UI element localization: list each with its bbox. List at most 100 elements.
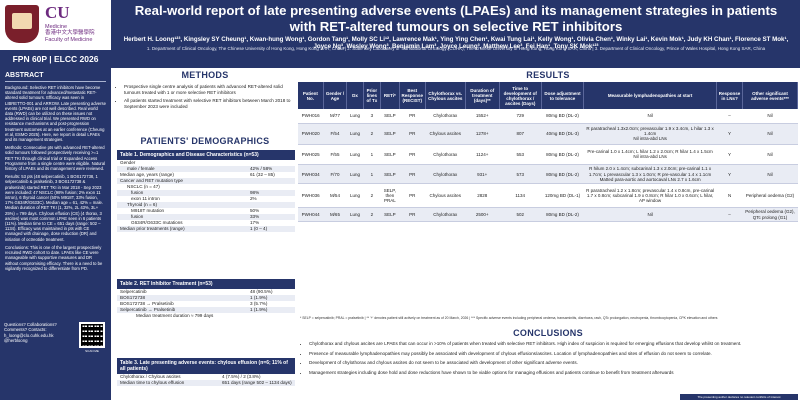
results-cell: 2 — [363, 183, 381, 209]
results-cell: R hilum 2.0 x 1.4cm; subcarinal 1.3 x 2.… — [583, 164, 717, 185]
results-cell: 80mg BD (DL-2) — [541, 164, 584, 185]
results-cell: 1 — [363, 164, 381, 185]
row-value — [250, 178, 292, 183]
results-cell: 553 — [499, 144, 542, 166]
results-cell: M/54 — [323, 183, 347, 209]
table-row: PWH036 M/54 Lung 2 SELP, then PRAL PR Chylous … — [298, 183, 798, 209]
results-cell: M/65 — [323, 207, 347, 222]
coi-statement: The presenting author declares no releva… — [680, 394, 798, 400]
results-cell: PR — [399, 207, 426, 222]
results-cell: F/70 — [323, 164, 347, 185]
results-cell: SELP — [380, 123, 400, 145]
row-value: 17% — [250, 220, 260, 226]
table-row: exon 11 intron 2% — [117, 196, 295, 202]
row-label: Selpercatinib — [120, 289, 147, 295]
results-cell: Peripheral oedema (G2) — [742, 183, 798, 209]
row-value: 1 (1.9%) — [250, 295, 268, 301]
row-label: exon 11 intron — [131, 196, 160, 202]
row-label: Thyroid (n = 6) — [127, 202, 157, 208]
row-value — [250, 313, 292, 318]
row-label: fusion — [131, 190, 144, 196]
row-value: 48 (90.5%) — [250, 289, 273, 295]
results-cell: N — [716, 183, 743, 209]
row-label: NSCLC (n = 47) — [127, 184, 160, 190]
results-cell: PR — [399, 164, 426, 185]
results-column-header: Gender / Age — [323, 82, 348, 109]
conclusion-bullet: Chylothorax and chylous ascites are LPAE… — [309, 341, 796, 347]
results-cell: PWH020 — [298, 123, 324, 145]
contact-info: Questions? Collaborations? Comments? Con… — [4, 322, 57, 344]
results-table: Patient No. Gender / Age Dx Prior lines of … — [298, 82, 798, 222]
results-cell: Chylothorax — [425, 207, 466, 222]
results-cell: SELP — [380, 144, 400, 166]
table-row: PWH034 F/70 Lung 1 SELP PR Chylothorax 931+ 573 8… — [298, 164, 798, 185]
results-cell: Peripheral oedema (G2), QTc prolong (G1) — [742, 207, 798, 222]
qr-caption: SCAN ME — [85, 349, 99, 353]
table-row: Median time to chylous effusion 651 days … — [117, 380, 295, 386]
results-cell: F/54 — [323, 123, 347, 145]
row-value: 1 (0 – 4) — [250, 226, 268, 232]
results-cell: – — [716, 109, 743, 124]
table-row: Selpercatinib 48 (90.5%) — [117, 289, 295, 295]
results-heading: RESULTS — [526, 70, 570, 80]
methods-heading: METHODS — [181, 70, 229, 80]
results-cell: PWH016 — [298, 109, 324, 124]
table-row: fusion 98% — [117, 190, 295, 196]
results-cell: PWH025 — [298, 144, 324, 166]
results-cell: 1 — [363, 144, 381, 166]
demographics-heading: PATIENTS' DEMOGRAPHICS — [140, 136, 270, 146]
results-cell: 729 — [499, 109, 542, 124]
table-row: PWH044 M/65 Lung 2 SELP PR Chylothorax 2500+ 502… — [298, 207, 798, 222]
results-cell: M/77 — [323, 109, 347, 124]
row-value: 98% — [250, 190, 260, 196]
results-cell: Chylous ascites — [425, 183, 466, 209]
logo-area: CU Medicine 香港中文大學醫學院 Faculty of Medicin… — [3, 3, 109, 47]
row-label: BOS172738 — [120, 295, 146, 301]
table-row: M918T mutation 50% — [117, 208, 295, 214]
row-label: Selpercatinib → Pralsetinib — [120, 307, 176, 313]
results-cell: Nil — [742, 164, 798, 185]
poster-id-badge: FPN 60P | ELCC 2026 — [0, 50, 111, 68]
table-lpae: Table 3. Late presenting adverse events:… — [117, 358, 295, 386]
qr-code-icon[interactable] — [79, 322, 105, 348]
table-row: Selpercatinib → Pralsetinib 1 (1.9%) — [117, 307, 295, 313]
results-cell: 807 — [499, 123, 542, 145]
row-value — [250, 202, 292, 207]
table-row: PWH020 F/54 Lung 2 SELP PR Chylous ascites 1278… — [298, 123, 798, 145]
methods-bullet: All patients started treatment with sele… — [124, 98, 295, 109]
results-cell: Nil — [742, 109, 798, 124]
results-cell: Lung — [346, 207, 364, 222]
results-cell: 40mg BD (DL-3) — [541, 123, 584, 145]
cu-medicine-logo: CU Medicine 香港中文大學醫學院 Faculty of Medicin… — [45, 3, 95, 43]
results-cell: 2 — [363, 123, 381, 145]
table-demographics-header: Table 1. Demographics and Disease Charac… — [117, 150, 295, 160]
results-cell: 1124+ — [465, 144, 500, 166]
results-cell: – — [716, 207, 743, 222]
abstract-heading: ABSTRACT — [5, 72, 106, 82]
conclusion-bullet: Management strategies including dose hol… — [309, 370, 796, 376]
abstract-panel: ABSTRACT Background: Selective RET inhib… — [0, 68, 111, 400]
abstract-background: Background: Selective RET inhibitors hav… — [5, 85, 106, 143]
poster-title: Real-world report of late presenting adv… — [134, 3, 778, 34]
table-row: Median prior treatments (range) 1 (0 – 4) — [117, 226, 295, 232]
title-bar: Real-world report of late presenting adv… — [111, 0, 800, 68]
table-row: Chylothorax / Chylous ascites 4 (7.5%) / … — [117, 374, 295, 380]
results-cell: SELP — [380, 207, 400, 222]
table-row: BOS172738 → Pralsetinib 3 (5.7%) — [117, 301, 295, 307]
results-cell: PR — [399, 183, 426, 209]
results-column-header: Time to development of chylothorax / asc… — [499, 82, 542, 109]
results-cell: 573 — [499, 164, 542, 185]
results-cell: Lung — [346, 144, 364, 166]
table-row: Gender — [117, 160, 295, 166]
poster-header: CU Medicine 香港中文大學醫學院 Faculty of Medicin… — [0, 0, 800, 68]
author-list: Herbert H. Loong¹²³, Kingsley SY Cheung¹… — [123, 36, 789, 50]
row-label: Gender — [120, 160, 136, 166]
row-value — [250, 160, 292, 165]
table-row: PWH025 F/55 Lung 1 SELP PR Chylothorax 1124+ 553… — [298, 144, 798, 166]
abstract-results: Results: 53 pts (48 selpercatinib, 1 BOS… — [5, 174, 103, 242]
table-ret-treatment: Table 2. RET Inhibitor Treatment (n=53) … — [117, 279, 295, 319]
results-column-header: RETi* — [380, 82, 400, 109]
results-cell: SELP — [380, 164, 400, 185]
results-cell: 3 — [363, 109, 381, 124]
row-label: Cancer and RET mutation type — [120, 178, 183, 184]
